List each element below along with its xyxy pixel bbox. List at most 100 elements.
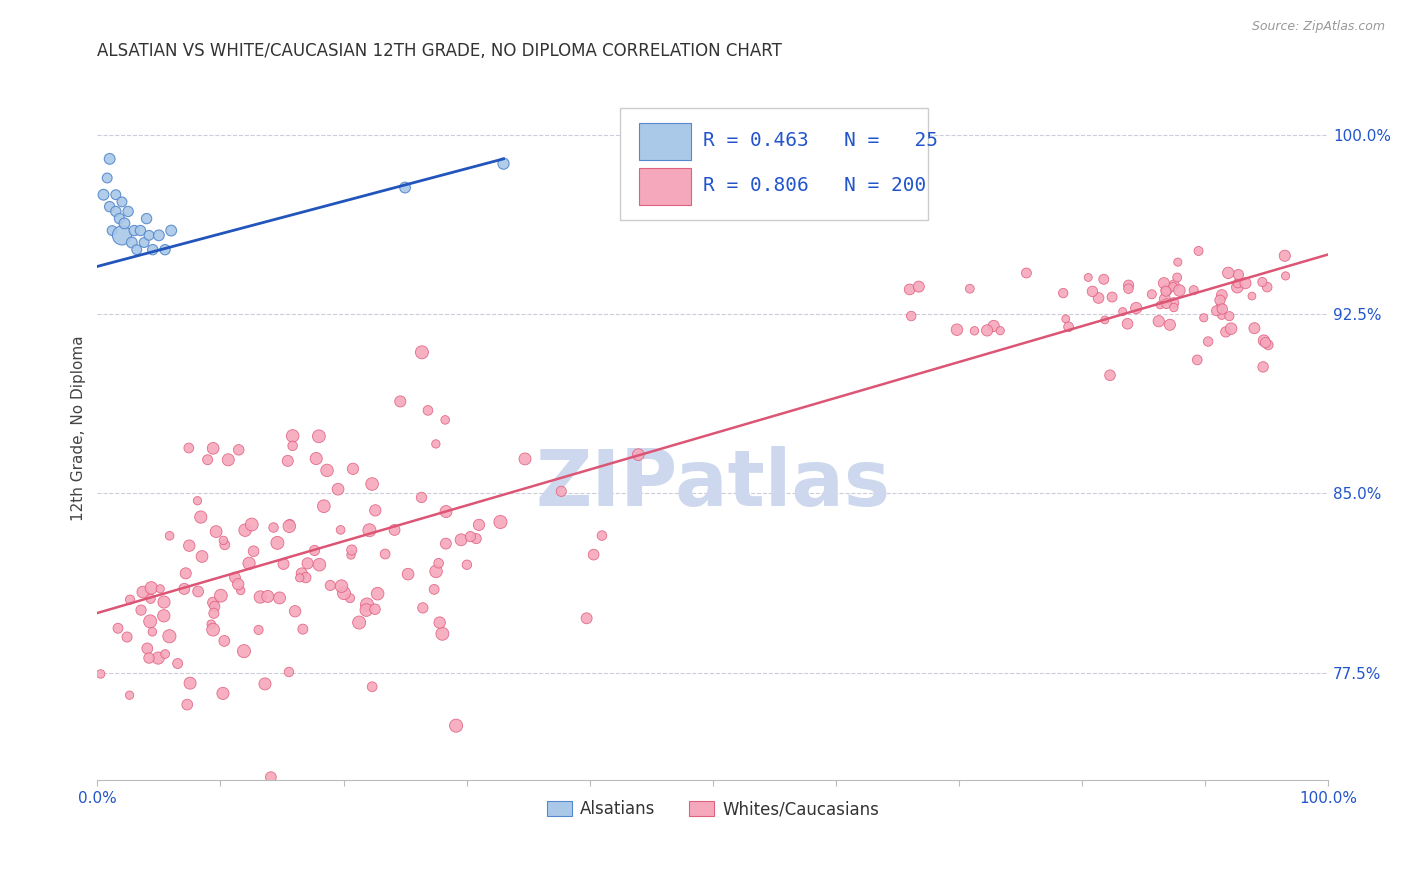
Point [256,590,278,604]
Point [1125,301,1147,315]
Point [340,548,363,562]
Point [148,651,170,665]
Point [117,204,139,219]
Point [1156,296,1178,310]
Point [900,309,922,323]
Point [976,323,998,337]
FancyBboxPatch shape [620,108,928,219]
Point [278,519,301,533]
Point [136,641,159,656]
Point [191,549,214,564]
Point [425,437,447,451]
Point [233,644,256,658]
Point [93,187,115,202]
Point [1211,301,1233,316]
Point [96,171,118,186]
Point [284,604,307,618]
Point [224,570,246,584]
Point [148,228,170,243]
Point [450,533,472,547]
Point [260,770,283,784]
Point [297,557,319,571]
Point [1087,291,1109,305]
Point [277,454,299,468]
Point [90,667,112,681]
Legend: Alsatians, Whites/Caucasians: Alsatians, Whites/Caucasians [540,794,886,825]
Point [129,223,152,237]
Point [1154,285,1177,299]
Point [427,556,450,570]
Point [1257,338,1279,352]
Point [98,152,121,166]
Point [367,587,389,601]
Point [240,517,263,532]
Point [1211,308,1233,322]
Text: ZIPatlas: ZIPatlas [536,446,890,522]
Point [898,282,921,296]
Point [364,503,387,517]
Point [179,539,201,553]
Point [1159,318,1181,332]
Point [153,647,176,661]
Point [1156,283,1178,297]
Point [1098,368,1121,383]
Point [226,577,249,591]
Point [591,528,613,542]
Point [108,211,131,226]
Point [429,615,451,630]
Point [411,345,433,359]
Point [425,565,447,579]
Point [174,566,197,581]
Point [1163,278,1185,293]
Point [963,324,986,338]
Point [205,524,228,539]
Point [361,477,384,491]
Point [1015,266,1038,280]
Point [266,536,288,550]
Point [197,452,219,467]
Point [157,629,180,643]
Point [179,676,201,690]
Point [434,536,457,550]
Point [288,571,311,585]
Point [1211,288,1233,302]
Point [120,592,142,607]
Point [330,579,353,593]
Point [1182,283,1205,297]
Y-axis label: 12th Grade, No Diploma: 12th Grade, No Diploma [72,334,86,521]
Point [434,504,457,518]
Point [342,462,364,476]
Point [394,180,416,194]
Point [1153,276,1175,290]
Point [242,544,264,558]
Point [263,520,285,534]
Point [1274,268,1296,283]
Point [233,523,256,537]
Point [132,585,155,599]
Point [988,324,1011,338]
Point [246,809,269,823]
FancyBboxPatch shape [638,123,690,160]
Point [121,235,143,250]
Point [627,448,650,462]
Point [253,677,276,691]
Point [1209,300,1232,314]
Point [1092,272,1115,286]
Point [204,599,226,614]
Point [305,451,328,466]
Point [423,582,446,597]
Point [104,204,127,219]
Point [1274,249,1296,263]
Point [281,439,304,453]
Point [214,538,236,552]
Point [202,442,225,456]
Point [1166,270,1188,285]
Point [294,571,316,585]
Point [959,282,981,296]
Point [159,529,181,543]
Point [444,719,467,733]
Point [1256,280,1278,294]
Point [384,523,406,537]
Point [278,516,301,531]
Point [217,452,239,467]
